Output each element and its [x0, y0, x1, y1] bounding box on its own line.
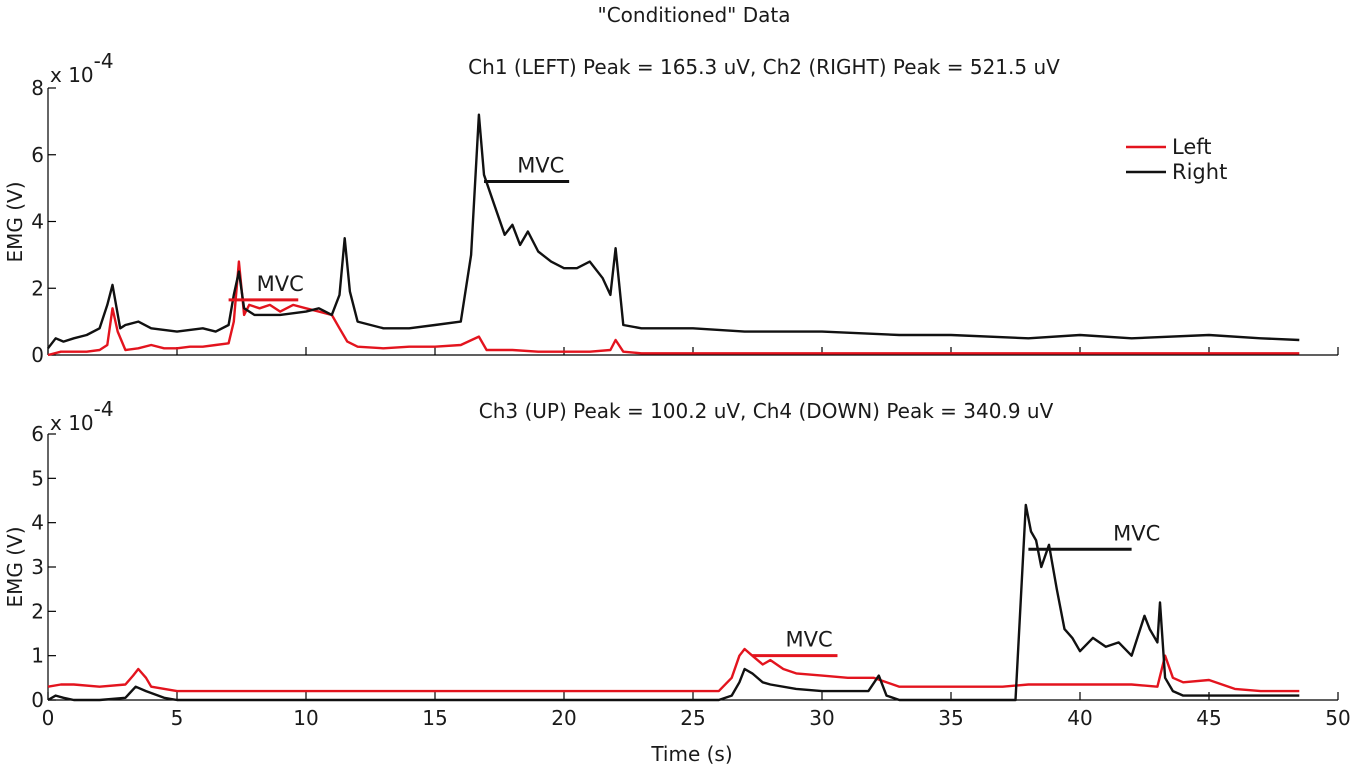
panel-bottom-ytick-label: 6	[31, 422, 44, 446]
panel-top-axes: 0 2 4 6 8	[31, 76, 1339, 367]
panel-bottom-xtick-label: 5	[171, 706, 184, 730]
panel-top-ytick-label: 0	[31, 343, 44, 367]
panel-bottom-xtick-label: 30	[809, 706, 834, 730]
panel-top-title: Ch1 (LEFT) Peak = 165.3 uV, Ch2 (RIGHT) …	[468, 55, 1060, 79]
panel-bottom-xtick-label: 20	[551, 706, 576, 730]
panel-top-ylabel: EMG (V)	[3, 181, 27, 262]
legend: Left Right	[1118, 132, 1240, 184]
legend-label-right: Right	[1172, 160, 1227, 184]
panel-top-annotations: MVC MVC	[228, 153, 570, 302]
panel-bottom-exponent-power: -4	[94, 397, 114, 421]
panel-top-exponent-power: -4	[94, 49, 114, 73]
legend-label-left: Left	[1172, 135, 1212, 159]
panel-top-exponent-base: x 10	[50, 63, 94, 87]
panel-top-ytick-label: 4	[31, 210, 44, 234]
panel-bottom-ylabel: EMG (V)	[3, 526, 27, 607]
panel-bottom-title: Ch3 (UP) Peak = 100.2 uV, Ch4 (DOWN) Pea…	[479, 399, 1054, 423]
panel-bottom-series-left	[47, 647, 1300, 693]
panel-bottom-series-right	[47, 503, 1300, 702]
panel-bottom-ytick-label: 5	[31, 466, 44, 490]
panel-bottom-xtick-label: 40	[1067, 706, 1092, 730]
panel-top-exponent: x 10-4	[50, 49, 114, 87]
panel-bottom-ytick-label: 0	[31, 688, 44, 712]
panel-top: Ch1 (LEFT) Peak = 165.3 uV, Ch2 (RIGHT) …	[3, 49, 1339, 367]
panel-bottom-xtick-label: 45	[1196, 706, 1221, 730]
figure-title: "Conditioned" Data	[598, 3, 791, 27]
panel-bottom-xtick-label: 25	[680, 706, 705, 730]
panel-top-ytick-label: 2	[31, 276, 44, 300]
panel-bottom-series	[47, 503, 1300, 702]
mvc-label-right: MVC	[517, 153, 564, 177]
panel-top-ytick-label: 6	[31, 143, 44, 167]
panel-bottom-xtick-label: 35	[938, 706, 963, 730]
panel-bottom-xtick-label: 50	[1325, 706, 1350, 730]
panel-bottom-ytick-label: 4	[31, 511, 44, 535]
panel-bottom-ytick-label: 3	[31, 555, 44, 579]
panel-top-series	[47, 113, 1300, 357]
mvc-label-left: MVC	[257, 272, 304, 296]
panel-bottom-ytick-label: 1	[31, 644, 44, 668]
panel-bottom-xtick-label: 15	[422, 706, 447, 730]
panel-bottom-exponent-base: x 10	[50, 411, 94, 435]
panel-bottom-exponent: x 10-4	[50, 397, 114, 435]
panel-bottom-annotations: MVC MVC	[752, 521, 1160, 658]
panel-bottom-ytick-label: 2	[31, 599, 44, 623]
panel-bottom-xlabel: Time (s)	[650, 742, 732, 766]
panel-top-series-right	[47, 113, 1300, 350]
panel-top-ytick-label: 8	[31, 76, 44, 100]
panel-bottom-xtick-label: 0	[42, 706, 55, 730]
mvc-label-left: MVC	[786, 628, 833, 652]
panel-bottom: Ch3 (UP) Peak = 100.2 uV, Ch4 (DOWN) Pea…	[3, 397, 1351, 766]
panel-bottom-xtick-label: 10	[293, 706, 318, 730]
panel-top-series-left	[47, 260, 1300, 357]
mvc-label-right: MVC	[1113, 521, 1160, 545]
legend-box	[1118, 132, 1240, 184]
